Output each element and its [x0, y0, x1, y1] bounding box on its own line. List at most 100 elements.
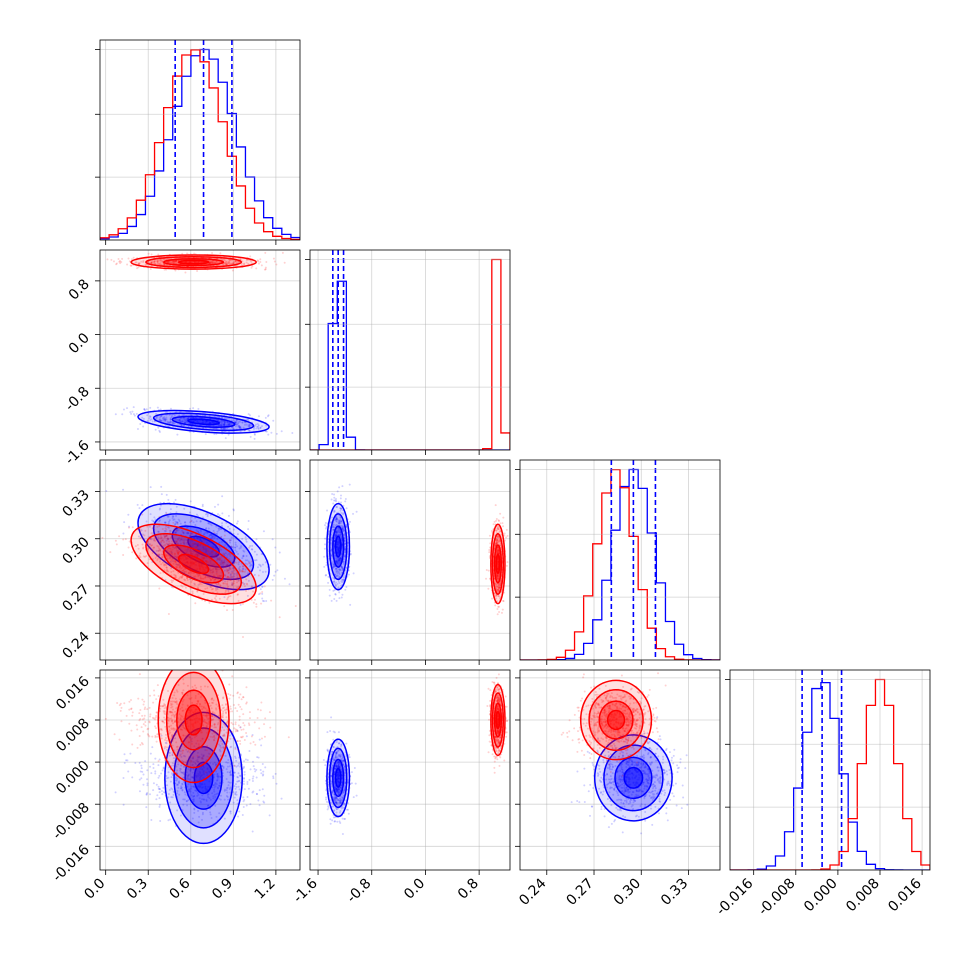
scatter-point	[211, 420, 214, 423]
scatter-point	[501, 522, 504, 525]
scatter-point	[176, 563, 179, 566]
scatter-point	[172, 260, 175, 263]
scatter-point	[187, 572, 190, 575]
scatter-point	[220, 420, 223, 423]
scatter-point	[338, 522, 341, 525]
density-level	[329, 513, 347, 580]
scatter-point	[496, 539, 499, 542]
scatter-point	[198, 542, 201, 545]
scatter-point	[199, 568, 202, 571]
scatter-point	[242, 583, 245, 586]
scatter-point	[334, 567, 337, 570]
scatter-point	[167, 537, 170, 540]
scatter-point	[344, 553, 347, 556]
scatter-point	[336, 490, 339, 493]
scatter-point	[210, 262, 213, 265]
scatter-point	[261, 788, 264, 791]
scatter-point	[199, 529, 202, 532]
scatter-point	[239, 420, 242, 423]
scatter-point	[205, 550, 208, 553]
histogram-series-0	[100, 48, 300, 240]
scatter-point	[488, 534, 491, 537]
scatter-point	[340, 520, 343, 523]
scatter-point	[218, 548, 221, 551]
scatter-point	[498, 584, 501, 587]
scatter-point	[169, 560, 172, 563]
scatter-point	[499, 522, 502, 525]
scatter-point	[496, 590, 499, 593]
scatter-point	[496, 562, 499, 565]
scatter-point	[160, 419, 163, 422]
scatter-point	[506, 534, 509, 537]
scatter-point	[185, 261, 188, 264]
scatter-point	[242, 549, 245, 552]
scatter-point	[190, 520, 193, 523]
scatter-point	[243, 788, 246, 791]
scatter-point	[176, 551, 179, 554]
scatter-point	[335, 520, 338, 523]
scatter-point	[218, 424, 221, 427]
scatter-point	[184, 538, 187, 541]
scatter-point	[185, 551, 188, 554]
scatter-point	[208, 422, 211, 425]
scatter-point	[150, 818, 153, 821]
scatter-point	[258, 804, 261, 807]
scatter-point	[149, 486, 152, 489]
scatter-point	[158, 259, 161, 262]
scatter-point	[167, 515, 170, 518]
scatter-point	[206, 531, 209, 534]
scatter-point	[220, 424, 223, 427]
scatter-point	[337, 551, 340, 554]
scatter-point	[267, 414, 270, 417]
scatter-point	[333, 544, 336, 547]
scatter-point	[157, 545, 160, 548]
scatter-point	[273, 260, 276, 263]
scatter-point	[332, 523, 335, 526]
panel-content	[310, 250, 510, 450]
scatter-point	[184, 421, 187, 424]
scatter-point	[144, 760, 147, 763]
scatter-point	[229, 595, 232, 598]
scatter-point	[220, 535, 223, 538]
scatter-point	[198, 554, 201, 557]
scatter-point	[173, 559, 176, 562]
scatter-point	[497, 586, 500, 589]
scatter-point	[167, 543, 170, 546]
scatter-point	[157, 764, 160, 767]
scatter-point	[174, 269, 177, 272]
scatter-point	[169, 508, 172, 511]
scatter-point	[163, 521, 166, 524]
scatter-point	[145, 408, 148, 411]
scatter-point	[199, 565, 202, 568]
scatter-point	[176, 556, 179, 559]
scatter-point	[196, 544, 199, 547]
scatter-point	[164, 521, 167, 524]
scatter-point	[146, 769, 149, 772]
scatter-point	[140, 260, 143, 263]
scatter-point	[335, 529, 338, 532]
scatter-point	[345, 507, 348, 510]
scatter-point	[204, 547, 207, 550]
scatter-point	[154, 556, 157, 559]
scatter-point	[219, 252, 222, 255]
scatter-point	[182, 531, 185, 534]
scatter-point	[242, 782, 245, 785]
scatter-point	[211, 421, 214, 424]
scatter-point	[128, 260, 131, 263]
scatter-point	[201, 544, 204, 547]
scatter-point	[239, 257, 242, 260]
scatter-point	[217, 578, 220, 581]
panel-content	[106, 251, 294, 440]
scatter-point	[256, 425, 259, 428]
scatter-point	[228, 262, 231, 265]
scatter-point	[164, 534, 167, 537]
scatter-point	[503, 534, 506, 537]
scatter-point	[163, 418, 166, 421]
scatter-point	[169, 418, 172, 421]
scatter-point	[246, 759, 249, 762]
scatter-point	[237, 553, 240, 556]
scatter-point	[498, 605, 501, 608]
scatter-point	[505, 536, 508, 539]
scatter-point	[343, 548, 346, 551]
scatter-point	[152, 782, 155, 785]
